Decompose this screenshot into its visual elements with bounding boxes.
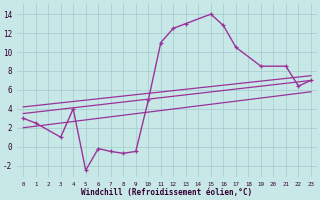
X-axis label: Windchill (Refroidissement éolien,°C): Windchill (Refroidissement éolien,°C) [82,188,252,197]
